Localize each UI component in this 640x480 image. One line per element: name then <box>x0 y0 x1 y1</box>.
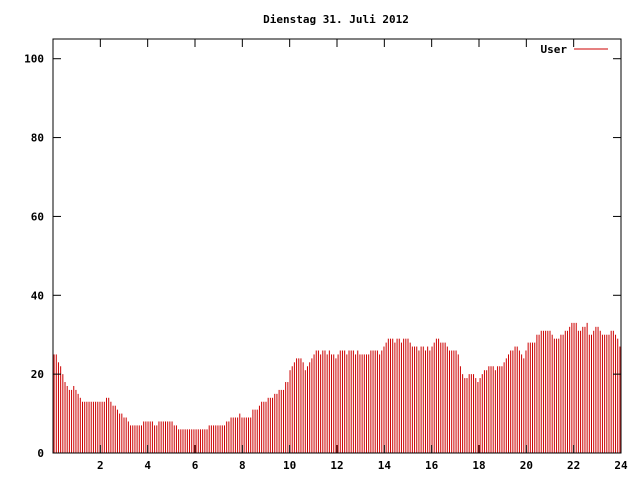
x-tick-label: 20 <box>520 459 533 472</box>
chart-title: Dienstag 31. Juli 2012 <box>263 13 409 26</box>
bar-series-user <box>53 322 621 453</box>
x-tick-label: 18 <box>472 459 485 472</box>
y-tick-label: 60 <box>31 210 44 223</box>
x-tick-label: 14 <box>378 459 392 472</box>
plot-frame <box>52 38 622 454</box>
x-tick-label: 6 <box>192 459 199 472</box>
y-tick-label: 40 <box>31 289 44 302</box>
x-tick-label: 2 <box>97 459 104 472</box>
x-tick-label: 22 <box>567 459 580 472</box>
y-tick-label: 100 <box>24 53 44 66</box>
x-tick-label: 16 <box>425 459 439 472</box>
x-tick-label: 24 <box>614 459 628 472</box>
legend-label-user: User <box>541 43 568 56</box>
x-tick-label: 8 <box>239 459 246 472</box>
x-tick-label: 10 <box>283 459 296 472</box>
legend: User <box>541 43 608 56</box>
y-tick-label: 80 <box>31 132 44 145</box>
y-tick-label: 20 <box>31 368 44 381</box>
x-tick-label: 4 <box>144 459 151 472</box>
y-tick-label: 0 <box>37 447 44 460</box>
x-tick-label: 12 <box>330 459 343 472</box>
